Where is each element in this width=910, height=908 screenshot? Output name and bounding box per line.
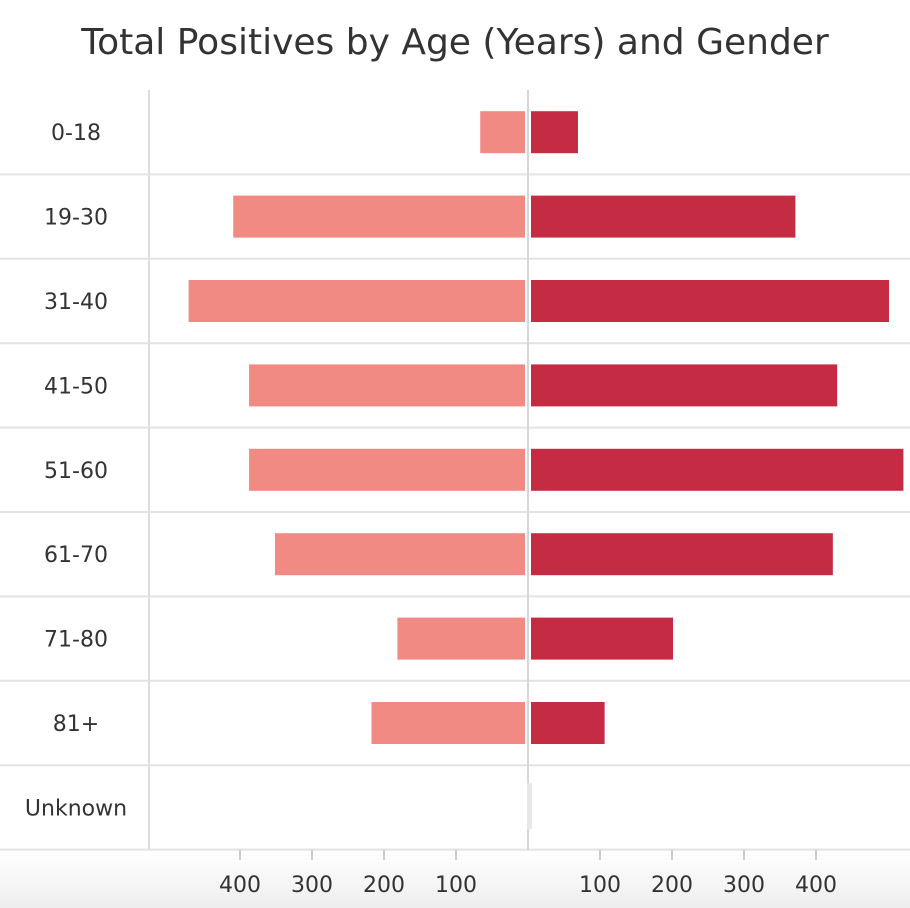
bar-left-series[interactable] (478, 109, 528, 156)
bar-right-series[interactable] (529, 531, 835, 578)
category-label: 0-18 (51, 121, 101, 146)
bar-right-series[interactable] (529, 615, 675, 662)
bar-left-series[interactable] (186, 278, 527, 324)
grid-layer (0, 90, 910, 851)
category-label: 31-40 (44, 290, 108, 315)
labels-layer: 0-18 19-30 31-40 41-50 51-60 61-70 71-80 81+ Unk… (25, 121, 127, 821)
category-label: 81+ (53, 712, 99, 737)
x-tick-label: 200 (363, 873, 405, 898)
center-layer (527, 90, 532, 850)
bar-left-series[interactable] (231, 193, 528, 240)
bar-left-series[interactable] (273, 531, 527, 578)
center-stub (527, 783, 532, 830)
x-tick-label: 100 (435, 873, 477, 898)
bar-right-series[interactable] (529, 278, 891, 324)
bar-right-series[interactable] (529, 446, 906, 493)
x-tick-label: 400 (795, 873, 837, 898)
bar-left-series[interactable] (247, 446, 528, 493)
chart-title: Total Positives by Age (Years) and Gende… (81, 22, 829, 63)
bar-left-series[interactable] (395, 615, 527, 662)
bars-layer (186, 109, 906, 831)
x-tick-label: 300 (291, 873, 333, 898)
bar-left-series[interactable] (247, 362, 528, 409)
x-tick-label: 400 (219, 873, 261, 898)
bar-right-series[interactable] (529, 700, 607, 746)
x-tick-label: 200 (651, 873, 693, 898)
x-tick-label: 300 (723, 873, 765, 898)
category-label: 51-60 (44, 459, 108, 484)
x-tick-label: 100 (579, 873, 621, 898)
bar-right-series[interactable] (529, 193, 798, 240)
category-label: 71-80 (44, 628, 108, 653)
category-label: 41-50 (44, 374, 108, 399)
bar-right-series[interactable] (529, 362, 840, 409)
bar-right-series[interactable] (529, 109, 580, 156)
category-label: Unknown (25, 796, 127, 821)
category-label: 19-30 (44, 206, 108, 231)
ticks-layer: 400 300 200 100 100 200 300 400 (219, 850, 837, 898)
bar-left-series[interactable] (369, 700, 528, 746)
category-label: 61-70 (44, 543, 108, 568)
